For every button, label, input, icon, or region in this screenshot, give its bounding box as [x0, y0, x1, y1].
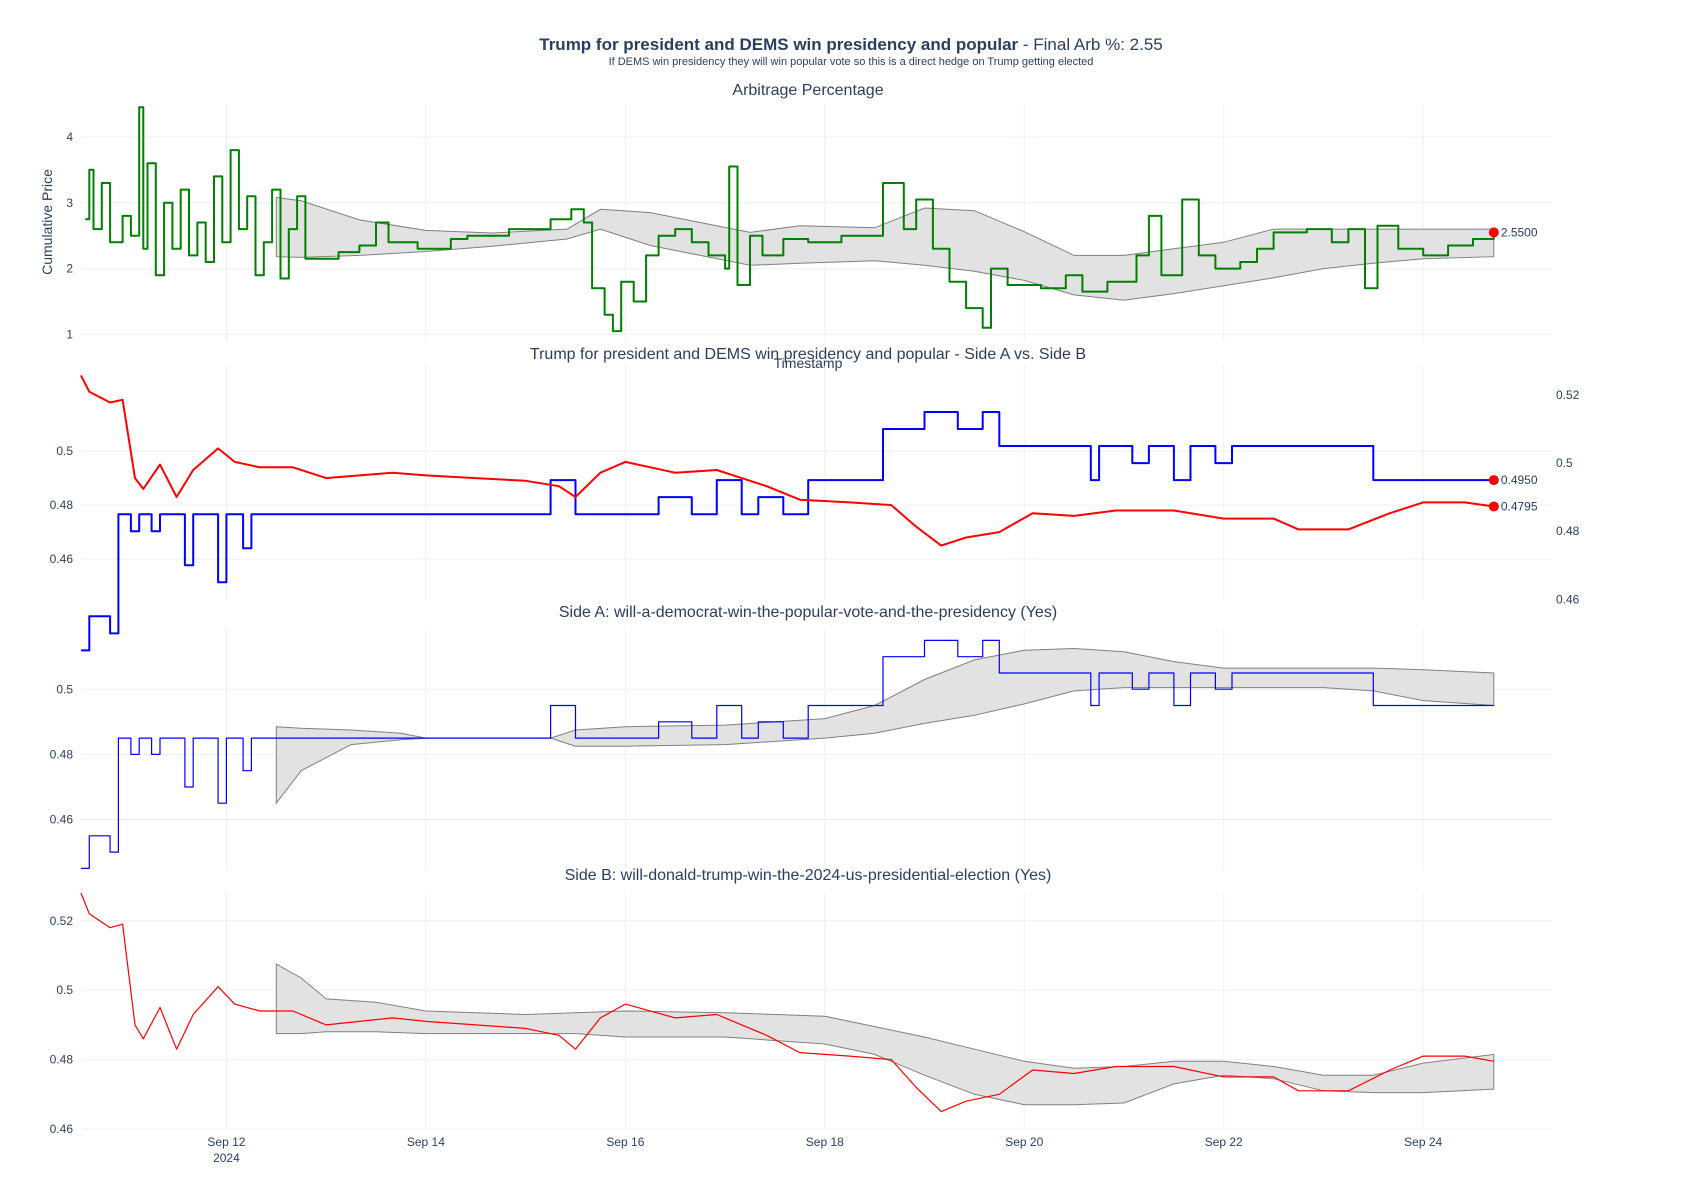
- xtick-label-0: Sep 12: [207, 1135, 245, 1149]
- panel2-line-blue: [81, 411, 1494, 652]
- panel1-end-marker-0: [1488, 227, 1499, 238]
- panel3-ytick-2: 0.5: [56, 682, 73, 696]
- panel4-ytick-2: 0.5: [56, 983, 73, 997]
- panel3-band: [275, 647, 1495, 805]
- panel2-title: Trump for president and DEMS win preside…: [530, 346, 1086, 363]
- panel2-ytick-right-0: 0.46: [1556, 592, 1580, 606]
- panel2-ytick-right-3: 0.52: [1556, 388, 1580, 402]
- panel3-title: Side A: will-a-democrat-win-the-popular-…: [559, 604, 1057, 621]
- figure-subtitle: If DEMS win presidency they will win pop…: [609, 56, 1094, 68]
- panel2-line-red: [80, 375, 1494, 547]
- panel3-ytick-1: 0.48: [50, 747, 74, 761]
- xtick-label-3: Sep 18: [806, 1135, 844, 1149]
- xtick-label-5: Sep 22: [1205, 1135, 1243, 1149]
- panel2-ytick-0: 0.46: [50, 552, 74, 566]
- panel1-yaxis-label: Cumulative Price: [39, 169, 55, 275]
- panel1-band: [275, 196, 1495, 301]
- panel4-ytick-1: 0.48: [50, 1053, 74, 1067]
- figure-title: Trump for president and DEMS win preside…: [539, 35, 1162, 54]
- panel3-line-side-a: [81, 639, 1494, 869]
- panel2-end-marker-0: [1488, 475, 1499, 486]
- xtick-label-4: Sep 20: [1005, 1135, 1043, 1149]
- panel4-line-side-b: [80, 892, 1494, 1113]
- xtick-label-1: Sep 14: [407, 1135, 445, 1149]
- panel1-end-label-0: 2.5500: [1501, 225, 1538, 239]
- figure-title-rest: - Final Arb %: 2.55: [1018, 35, 1163, 54]
- panel1-title: Arbitrage Percentage: [732, 82, 883, 99]
- panel2-ytick-right-1: 0.48: [1556, 524, 1580, 538]
- panel3-ytick-0: 0.46: [50, 813, 74, 827]
- plot-layer: 1 2 3 4 2.5500 0.46 0.48 0.5 0.46 0.48 0.5 0.52 0.49…: [50, 104, 1580, 1165]
- panel1-ytick-3: 4: [66, 130, 73, 144]
- panel1-ytick-0: 1: [66, 327, 73, 341]
- panel2-ytick-2: 0.5: [56, 444, 73, 458]
- xtick-label-2: Sep 16: [606, 1135, 644, 1149]
- xtick-label-6: Sep 24: [1404, 1135, 1442, 1149]
- panel2-ytick-1: 0.48: [50, 498, 74, 512]
- panel2-end-label-0: 0.4950: [1501, 473, 1538, 487]
- panel4-band: [275, 963, 1495, 1106]
- panel2-end-marker-1: [1488, 501, 1499, 512]
- xtick-sublabel-0: 2024: [213, 1151, 240, 1165]
- figure-title-bold: Trump for president and DEMS win preside…: [539, 35, 1018, 54]
- panel1-xaxis-label: Timestamp: [774, 355, 843, 371]
- panel1-line-arb: [85, 106, 1495, 333]
- panel2-end-label-1: 0.4795: [1501, 499, 1538, 513]
- panel1-ytick-1: 2: [66, 262, 73, 276]
- panel4-ytick-3: 0.52: [50, 914, 74, 928]
- panel4-title: Side B: will-donald-trump-win-the-2024-u…: [565, 867, 1052, 884]
- panel1-ytick-2: 3: [66, 196, 73, 210]
- panel2-ytick-right-2: 0.5: [1556, 456, 1573, 470]
- panel4-ytick-0: 0.46: [50, 1122, 74, 1136]
